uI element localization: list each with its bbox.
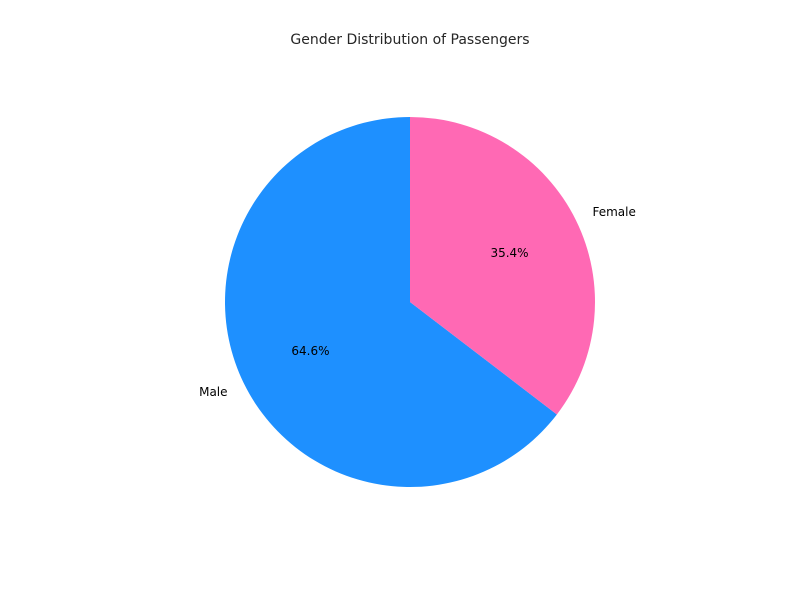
pie-slice-male [225,117,557,488]
pie-labels: Male 64.6% Female 35.4% [199,205,636,399]
pie-slice-female [410,117,595,415]
slice-percent-male: 64.6% [291,344,329,358]
pie-slices [225,117,595,488]
slice-label-female: Female [592,205,635,219]
slice-percent-female: 35.4% [490,246,528,260]
slice-label-male: Male [199,385,227,399]
chart-title: Gender Distribution of Passengers [290,32,529,48]
